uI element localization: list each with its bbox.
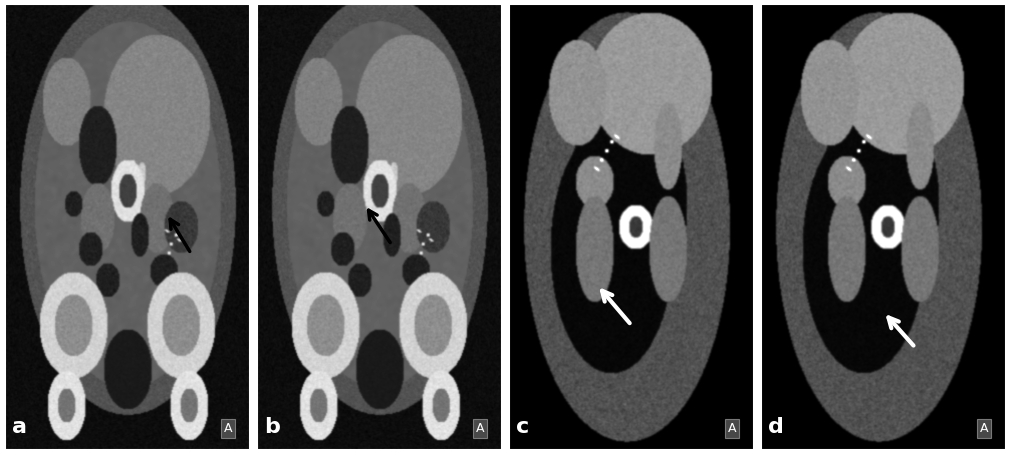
Text: A: A [728,422,736,435]
Text: a: a [12,417,27,437]
Text: d: d [768,417,785,437]
Text: A: A [223,422,233,435]
Text: b: b [265,417,280,437]
Text: c: c [517,417,530,437]
Text: A: A [475,422,484,435]
Text: A: A [980,422,988,435]
